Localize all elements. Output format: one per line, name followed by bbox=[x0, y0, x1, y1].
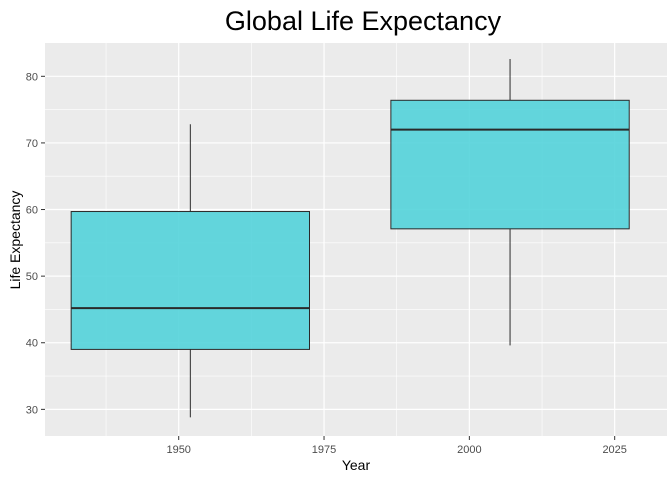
y-tick-label: 60 bbox=[26, 205, 38, 217]
x-axis-title: Year bbox=[342, 457, 371, 473]
x-tick-label: 1950 bbox=[166, 444, 190, 456]
chart-title: Global Life Expectancy bbox=[225, 6, 502, 36]
y-tick-label: 70 bbox=[26, 138, 38, 150]
x-axis: 1950 1975 2000 2025 bbox=[166, 436, 627, 456]
x-tick-label: 2000 bbox=[457, 444, 481, 456]
y-tick-label: 30 bbox=[26, 404, 38, 416]
box-body bbox=[70, 211, 310, 350]
y-tick-label: 80 bbox=[26, 71, 38, 83]
y-axis-title: Life Expectancy bbox=[7, 191, 23, 290]
y-tick-label: 50 bbox=[26, 271, 38, 283]
x-tick-label: 2025 bbox=[602, 444, 626, 456]
box-layer bbox=[70, 58, 630, 418]
y-tick-label: 40 bbox=[26, 338, 38, 350]
x-tick-label: 1975 bbox=[312, 444, 336, 456]
y-axis: 30 40 50 60 70 80 bbox=[26, 71, 45, 416]
box-body bbox=[390, 99, 630, 230]
box-2 bbox=[390, 58, 630, 346]
box-1 bbox=[70, 124, 310, 418]
